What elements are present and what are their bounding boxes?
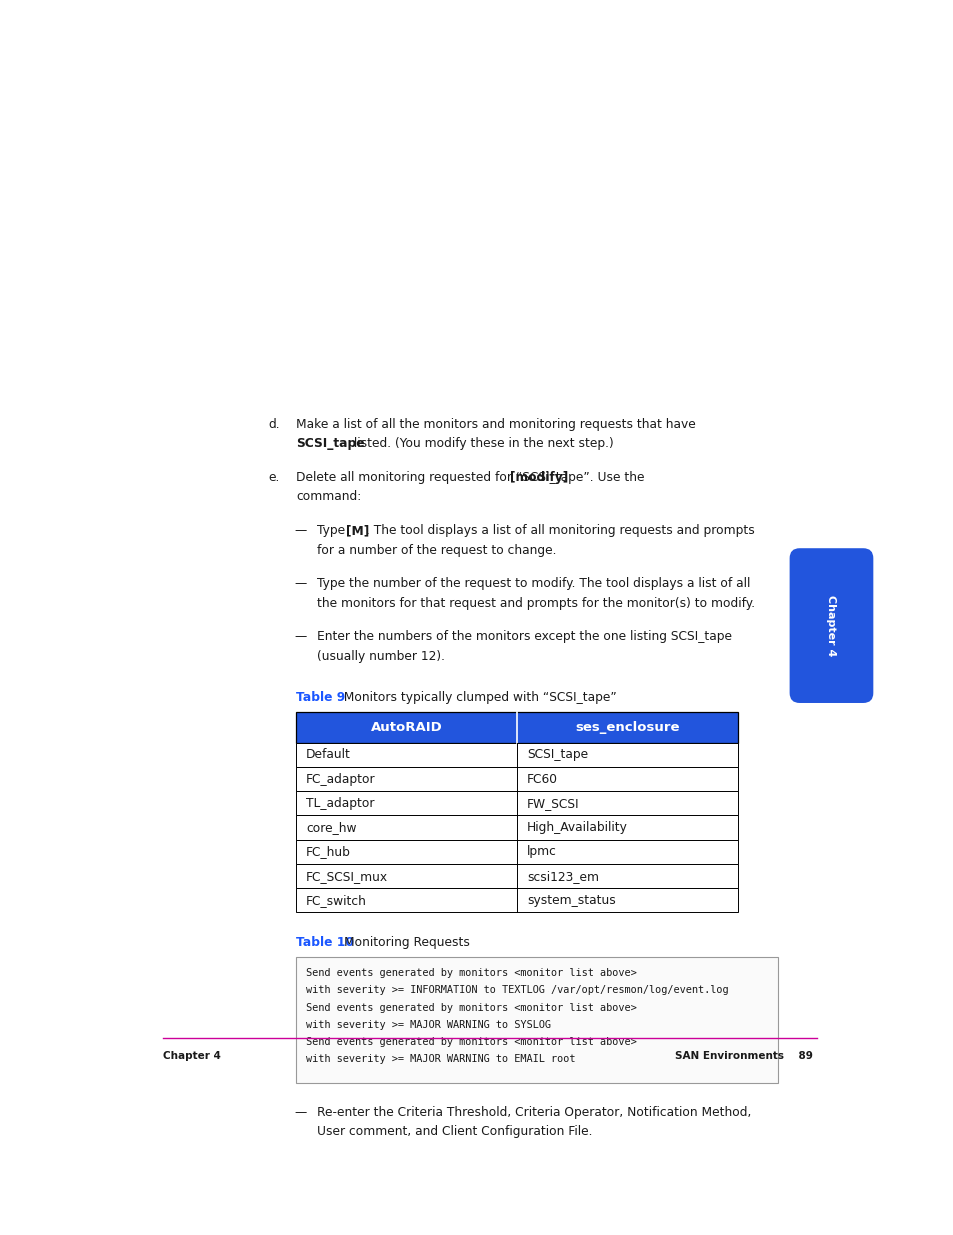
Text: User comment, and Client Configuration File.: User comment, and Client Configuration F… [316,1125,592,1139]
Text: Delete all monitoring requested for “SCSI_tape”. Use the: Delete all monitoring requested for “SCS… [295,471,648,484]
Text: core_hw: core_hw [306,821,356,834]
Text: Type the number of the request to modify. The tool displays a list of all: Type the number of the request to modify… [316,577,749,590]
Text: SCSI_tape: SCSI_tape [295,437,364,451]
Text: FC_hub: FC_hub [306,845,351,858]
Text: listed. (You modify these in the next step.): listed. (You modify these in the next st… [350,437,614,451]
Text: FC_switch: FC_switch [306,894,367,906]
Text: Table 10: Table 10 [295,936,354,948]
Text: Make a list of all the monitors and monitoring requests that have: Make a list of all the monitors and moni… [295,417,695,431]
Bar [295,957,778,1083]
Text: e.: e. [269,471,280,484]
Text: —: — [294,524,306,537]
Text: High_Availability: High_Availability [526,821,627,834]
Text: system_status: system_status [526,894,615,906]
Text: with severity >= MAJOR WARNING to SYSLOG: with severity >= MAJOR WARNING to SYSLOG [306,1020,551,1030]
Text: Enter the numbers of the monitors except the one listing SCSI_tape: Enter the numbers of the monitors except… [316,630,731,643]
Text: Default: Default [306,748,351,761]
Text: ses_enclosure: ses_enclosure [575,721,679,734]
Text: TL_adaptor: TL_adaptor [306,797,375,810]
Text: FW_SCSI: FW_SCSI [526,797,578,810]
Bar [295,888,737,913]
Text: command:: command: [295,490,361,504]
FancyBboxPatch shape [789,548,872,703]
Text: Chapter 4: Chapter 4 [825,595,836,656]
Bar [295,792,737,815]
Text: lpmc: lpmc [526,845,557,858]
Text: the monitors for that request and prompts for the monitor(s) to modify.: the monitors for that request and prompt… [316,597,754,610]
Bar [295,711,737,742]
Text: Re-enter the Criteria Threshold, Criteria Operator, Notification Method,: Re-enter the Criteria Threshold, Criteri… [316,1105,750,1119]
Text: Send events generated by monitors <monitor list above>: Send events generated by monitors <monit… [306,1003,636,1013]
Text: Monitoring Requests: Monitoring Requests [344,936,470,948]
Text: FC60: FC60 [526,773,558,785]
Text: with severity >= INFORMATION to TEXTLOG /var/opt/resmon/log/event.log: with severity >= INFORMATION to TEXTLOG … [306,986,728,995]
Bar [295,815,737,840]
Text: Send events generated by monitors <monitor list above>: Send events generated by monitors <monit… [306,968,636,978]
Text: scsi123_em: scsi123_em [526,869,598,883]
Text: Type: Type [316,524,349,537]
Text: —: — [294,577,306,590]
Text: [modify]: [modify] [510,471,568,484]
Text: —: — [294,630,306,643]
Bar [295,864,737,888]
Text: Table 9: Table 9 [295,692,345,704]
Text: [M]: [M] [345,524,369,537]
Text: Send events generated by monitors <monitor list above>: Send events generated by monitors <monit… [306,1037,636,1047]
Bar [295,767,737,792]
Text: d.: d. [269,417,280,431]
Text: (usually number 12).: (usually number 12). [316,650,444,663]
Text: —: — [294,1105,306,1119]
Text: Monitors typically clumped with “SCSI_tape”: Monitors typically clumped with “SCSI_ta… [335,692,617,704]
Text: . The tool displays a list of all monitoring requests and prompts: . The tool displays a list of all monito… [366,524,755,537]
Text: for a number of the request to change.: for a number of the request to change. [316,543,556,557]
Text: Chapter 4: Chapter 4 [163,1051,221,1061]
Text: AutoRAID: AutoRAID [370,721,442,734]
Text: FC_adaptor: FC_adaptor [306,773,375,785]
Text: with severity >= MAJOR WARNING to EMAIL root: with severity >= MAJOR WARNING to EMAIL … [306,1055,575,1065]
Bar [295,840,737,864]
Text: FC_SCSI_mux: FC_SCSI_mux [306,869,388,883]
Bar [295,742,737,767]
Text: SCSI_tape: SCSI_tape [526,748,587,761]
Text: SAN Environments    89: SAN Environments 89 [675,1051,812,1061]
